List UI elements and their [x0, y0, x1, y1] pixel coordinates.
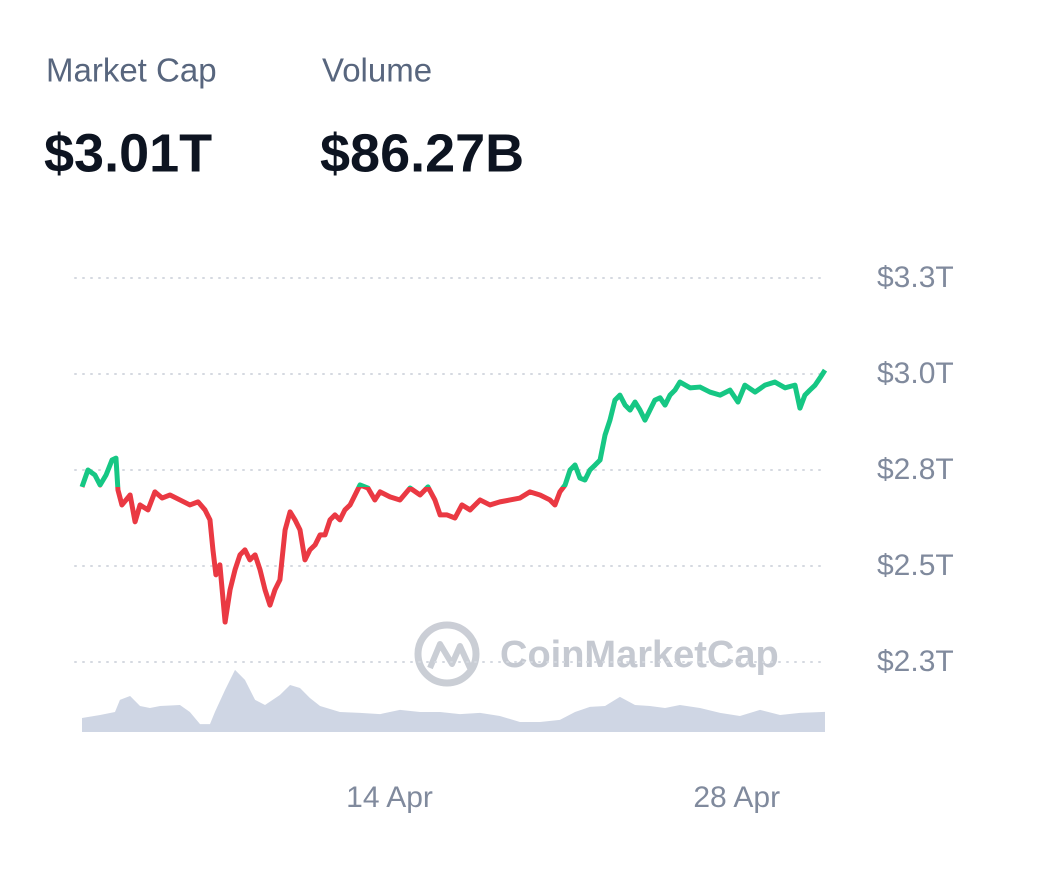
stat-label: Volume: [322, 52, 432, 89]
x-tick-label: 28 Apr: [693, 781, 780, 814]
watermark: CoinMarketCap: [500, 634, 779, 676]
watermark-logo: [414, 621, 480, 687]
y-tick-label: $2.8T: [877, 453, 954, 486]
y-tick-label: $3.0T: [877, 357, 954, 390]
grid: [74, 277, 826, 663]
stat-label: Market Cap: [46, 52, 217, 89]
volume-area: [82, 669, 825, 732]
stat-value: $86.27B: [320, 123, 524, 183]
stat-value: $3.01T: [44, 123, 212, 183]
y-tick-label: $3.3T: [877, 261, 954, 294]
market-cap-line: [79, 368, 828, 625]
y-tick-label: $2.5T: [877, 549, 954, 582]
x-tick-label: 14 Apr: [346, 781, 433, 814]
y-tick-label: $2.3T: [877, 645, 954, 678]
